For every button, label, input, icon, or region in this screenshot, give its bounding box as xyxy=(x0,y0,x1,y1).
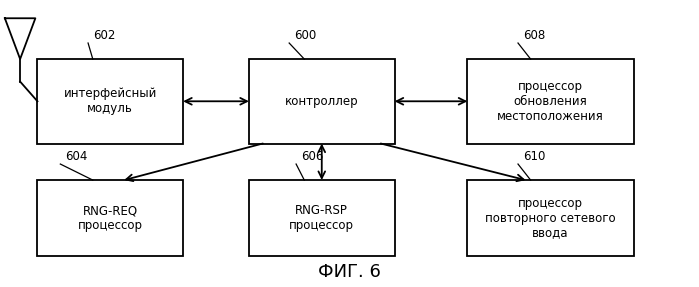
Bar xyxy=(38,59,183,144)
Text: 604: 604 xyxy=(65,150,87,163)
Text: RNG-RSP
процессор: RNG-RSP процессор xyxy=(289,204,354,232)
Text: 610: 610 xyxy=(523,150,545,163)
Text: контроллер: контроллер xyxy=(285,95,359,108)
Text: интерфейсный
модуль: интерфейсный модуль xyxy=(64,87,157,115)
Text: RNG-REQ
процессор: RNG-REQ процессор xyxy=(78,204,143,232)
Text: 602: 602 xyxy=(93,29,115,42)
Text: процессор
обновления
местоположения: процессор обновления местоположения xyxy=(497,80,604,123)
Text: 608: 608 xyxy=(523,29,545,42)
Bar xyxy=(468,59,634,144)
Bar xyxy=(249,59,394,144)
Text: 600: 600 xyxy=(294,29,316,42)
Bar xyxy=(249,180,394,256)
Text: ФИГ. 6: ФИГ. 6 xyxy=(318,263,381,282)
Bar xyxy=(38,180,183,256)
Text: процессор
повторного сетевого
ввода: процессор повторного сетевого ввода xyxy=(485,197,616,240)
Text: 606: 606 xyxy=(301,150,324,163)
Bar xyxy=(468,180,634,256)
